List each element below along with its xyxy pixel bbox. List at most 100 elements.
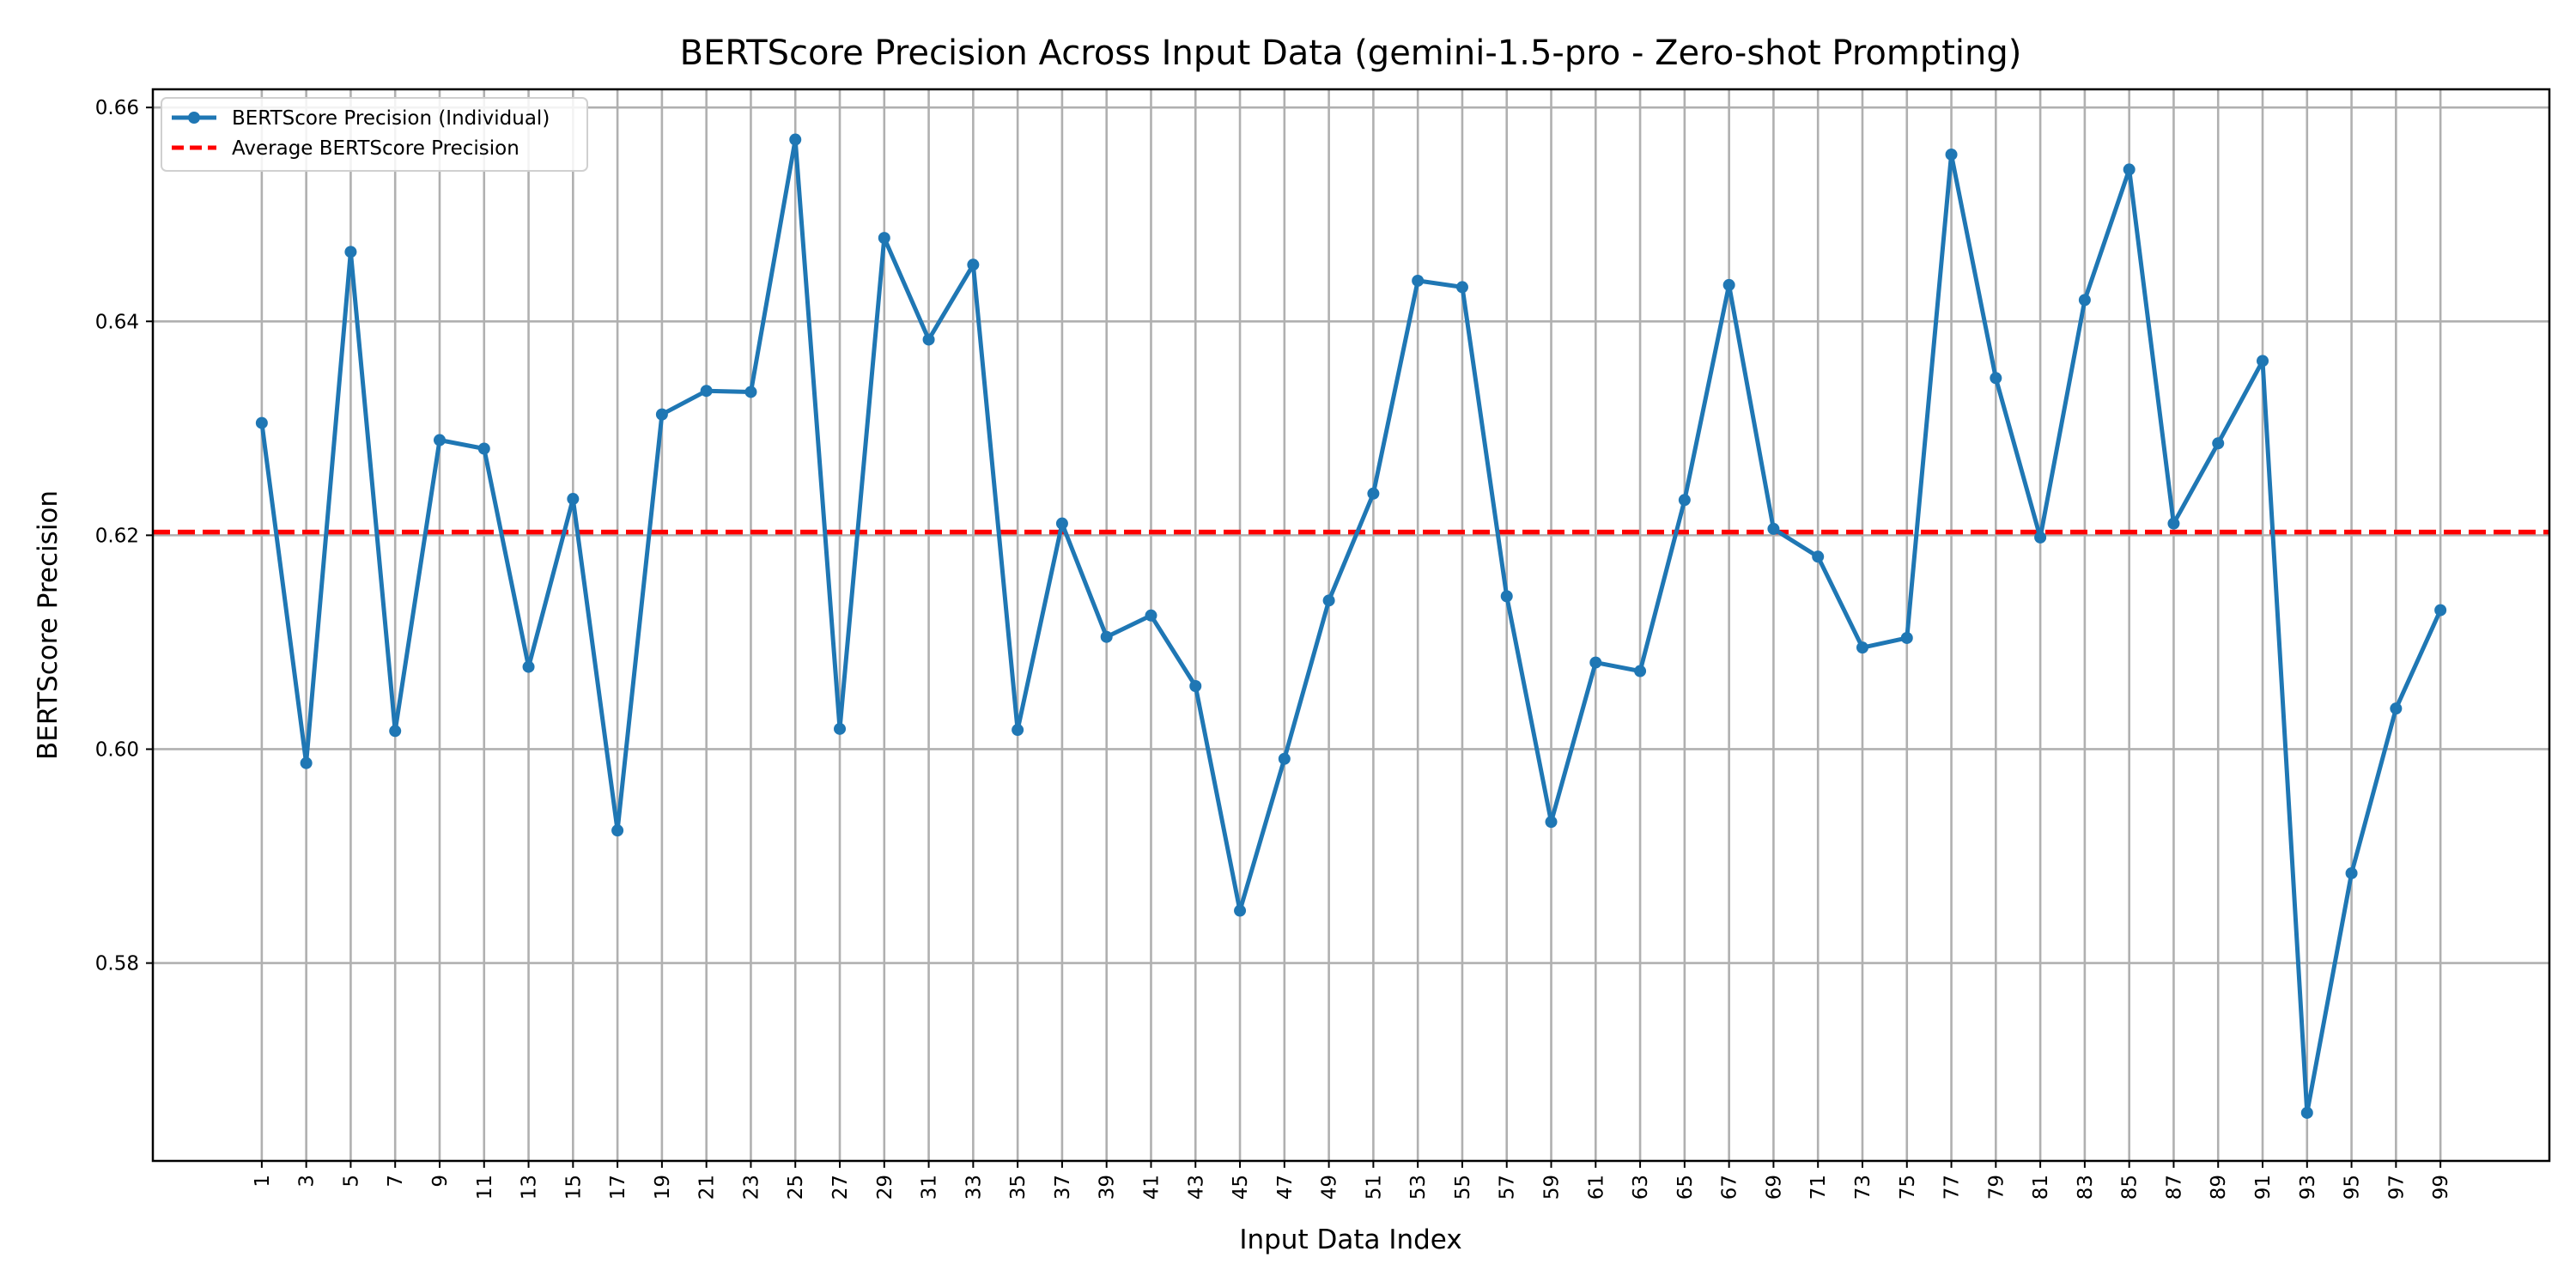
data-point (1945, 148, 1958, 161)
data-point (744, 386, 757, 398)
x-tick-label: 13 (519, 1175, 541, 1200)
data-point (2078, 294, 2091, 307)
data-point (522, 660, 535, 673)
x-tick-label: 47 (1274, 1175, 1297, 1200)
data-point (344, 246, 357, 258)
data-point (300, 756, 313, 769)
legend: BERTScore Precision (Individual) Average… (161, 97, 588, 172)
x-tick-label: 9 (429, 1175, 452, 1188)
x-tick-label: 41 (1140, 1175, 1163, 1200)
data-point (922, 333, 935, 346)
legend-label-series: BERTScore Precision (Individual) (232, 107, 550, 130)
data-point (1100, 630, 1113, 643)
data-point (878, 232, 890, 245)
data-point (2167, 517, 2180, 530)
data-point (2257, 355, 2269, 368)
y-tick-label: 0.60 (95, 738, 139, 761)
data-point (1812, 550, 1825, 563)
x-tick-label: 15 (562, 1175, 585, 1200)
data-point (1012, 724, 1024, 737)
x-tick-label: 45 (1230, 1175, 1252, 1200)
data-point (1678, 494, 1691, 507)
x-tick-label: 87 (2163, 1175, 2185, 1200)
data-point (1322, 594, 1335, 607)
data-point (2345, 866, 2358, 879)
x-axis-label: Input Data Index (1239, 1224, 1461, 1255)
data-point (1234, 904, 1247, 917)
x-tick-label: 63 (1630, 1175, 1652, 1200)
y-tick-label: 0.66 (95, 97, 139, 119)
x-tick-label: 95 (2342, 1175, 2364, 1200)
data-point (1545, 816, 1558, 829)
data-point (2434, 604, 2447, 617)
x-tick-label: 97 (2385, 1175, 2408, 1200)
x-tick-label: 85 (2119, 1175, 2142, 1200)
x-tick-label: 69 (1763, 1175, 1785, 1200)
x-tick-label: 65 (1674, 1175, 1697, 1200)
data-point (1412, 274, 1425, 287)
data-point (700, 385, 713, 398)
data-point (2212, 437, 2225, 450)
x-tick-label: 59 (1541, 1175, 1564, 1200)
x-tick-label: 21 (696, 1175, 719, 1200)
data-point (1990, 372, 2002, 385)
data-point (1145, 609, 1157, 622)
x-axis: 1 3 5 7 9 11 13 15 17 19 21 23 25 27 29 31 33 35 37 39 41 43 4… (252, 1161, 2452, 1200)
x-tick-label: 93 (2297, 1175, 2319, 1200)
x-tick-label: 75 (1897, 1175, 1919, 1200)
data-point (433, 434, 446, 447)
data-point (1278, 752, 1291, 765)
x-tick-label: 3 (296, 1175, 319, 1188)
data-point (1500, 590, 1513, 603)
x-tick-label: 19 (652, 1175, 674, 1200)
data-point (567, 493, 580, 506)
data-point (1722, 278, 1735, 291)
x-tick-label: 33 (963, 1175, 985, 1200)
x-tick-label: 49 (1319, 1175, 1341, 1200)
data-point (1055, 517, 1068, 530)
x-tick-label: 31 (919, 1175, 941, 1200)
data-point (389, 725, 402, 738)
series-line (259, 137, 2443, 1115)
data-point (1900, 631, 1913, 644)
x-tick-label: 71 (1807, 1175, 1830, 1200)
data-point (2300, 1106, 2313, 1119)
x-tick-label: 73 (1852, 1175, 1874, 1200)
grid (153, 89, 2549, 1161)
y-tick-label: 0.64 (95, 311, 139, 333)
data-point (655, 408, 668, 421)
x-tick-label: 79 (1985, 1175, 2008, 1200)
x-tick-label: 25 (785, 1175, 807, 1200)
series-layer (255, 133, 2447, 1119)
x-tick-label: 83 (2075, 1175, 2097, 1200)
legend-box (161, 97, 588, 172)
x-tick-label: 99 (2430, 1175, 2452, 1200)
y-axis-label: BERTScore Precision (33, 490, 64, 760)
x-tick-label: 43 (1185, 1175, 1207, 1200)
chart-title: BERTScore Precision Across Input Data (g… (680, 33, 2022, 73)
x-tick-label: 89 (2208, 1175, 2230, 1200)
data-point (789, 133, 802, 146)
x-tick-label: 53 (1407, 1175, 1430, 1200)
x-tick-label: 23 (740, 1175, 762, 1200)
x-tick-label: 91 (2252, 1175, 2275, 1200)
legend-label-average: Average BERTScore Precision (232, 137, 519, 160)
legend-marker-series (188, 112, 200, 124)
x-tick-label: 17 (607, 1175, 629, 1200)
x-tick-label: 5 (340, 1175, 362, 1188)
data-point (2390, 702, 2403, 715)
x-tick-label: 55 (1452, 1175, 1474, 1200)
data-point (2123, 163, 2136, 176)
y-axis: 0.58 0.60 0.62 0.64 0.66 (95, 97, 153, 975)
x-tick-label: 57 (1497, 1175, 1519, 1200)
x-tick-label: 37 (1052, 1175, 1074, 1200)
x-tick-label: 7 (385, 1175, 407, 1188)
data-point (1856, 641, 1868, 654)
y-tick-label: 0.58 (95, 953, 139, 975)
x-tick-label: 35 (1007, 1175, 1030, 1200)
x-tick-label: 11 (474, 1175, 496, 1200)
data-point (1367, 487, 1380, 500)
x-tick-label: 81 (2030, 1175, 2052, 1200)
data-point (1634, 665, 1647, 677)
